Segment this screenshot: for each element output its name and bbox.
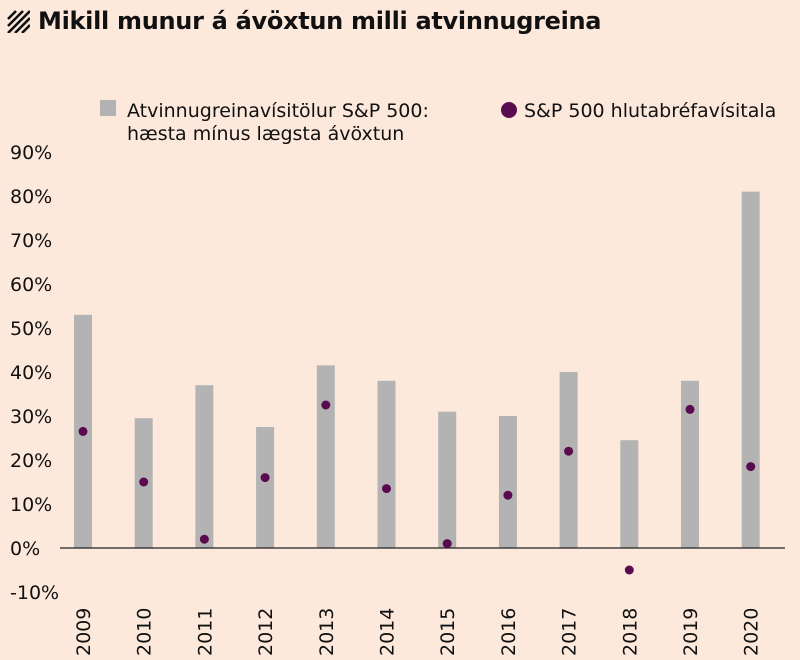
y-tick-label: 10% (10, 494, 52, 516)
bar (195, 385, 214, 548)
y-tick-label: 0% (10, 538, 40, 560)
y-tick-label: 30% (10, 406, 52, 428)
legend-label-bars: Atvinnugreinavísitölur S&P 500: (127, 100, 429, 122)
x-tick-label: 2019 (680, 608, 702, 656)
bar (681, 380, 699, 548)
point (685, 404, 695, 414)
point (564, 446, 574, 456)
x-tick-label: 2009 (73, 608, 95, 656)
x-tick-label: 2016 (498, 608, 520, 656)
x-tick-label: 2014 (377, 608, 399, 656)
point (442, 539, 452, 549)
x-tick-label: 2011 (194, 608, 216, 656)
title-row: Mikill munur á ávöxtun milli atvinnugrei… (6, 4, 602, 38)
y-tick-label: 80% (10, 186, 52, 208)
y-axis: 90% 80% 70% 60% 50% 40% 30% 20% 10% 0% -10% (10, 142, 59, 604)
x-axis: 2009 2010 2011 2012 2013 2014 2015 2016 2017 2018… (73, 608, 763, 656)
bars (74, 191, 760, 548)
y-tick-label: 40% (10, 362, 52, 384)
chart-title: Mikill munur á ávöxtun milli atvinnugrei… (38, 7, 602, 35)
point (382, 484, 391, 494)
bar (559, 372, 578, 548)
y-tick-label: 60% (10, 274, 52, 296)
gray-square-icon (100, 100, 116, 116)
bar (438, 411, 457, 548)
y-tick-label: 20% (10, 450, 52, 472)
point (260, 473, 270, 483)
y-tick-label: 70% (10, 230, 52, 252)
point (78, 426, 88, 436)
x-tick-label: 2012 (255, 608, 277, 656)
x-tick-label: 2015 (437, 608, 459, 656)
y-tick-label: 50% (10, 318, 52, 340)
bar (377, 380, 396, 548)
x-tick-label: 2018 (619, 608, 641, 656)
bar (316, 365, 335, 548)
purple-dot-icon (501, 102, 517, 118)
x-tick-label: 2010 (134, 608, 156, 656)
point (503, 490, 513, 500)
point (321, 400, 331, 410)
bar (498, 416, 517, 548)
hatch-icon (7, 10, 30, 33)
legend-label-points: S&P 500 hlutabréfavísitala (524, 100, 776, 122)
point (139, 477, 149, 487)
point (746, 462, 756, 472)
point (624, 565, 634, 575)
x-tick-label: 2013 (316, 608, 338, 656)
legend: Atvinnugreinavísitölur S&P 500:hæsta mín… (100, 100, 776, 145)
bar (256, 427, 275, 548)
y-tick-label: 90% (10, 142, 52, 164)
x-tick-label: 2017 (559, 608, 581, 656)
y-tick-label: -10% (10, 582, 59, 604)
points (78, 400, 756, 575)
point (199, 534, 209, 544)
bar (620, 440, 639, 548)
bar (741, 191, 760, 548)
x-tick-label: 2020 (741, 608, 763, 656)
legend-label-bars: hæsta mínus lægsta ávöxtun (127, 123, 404, 145)
